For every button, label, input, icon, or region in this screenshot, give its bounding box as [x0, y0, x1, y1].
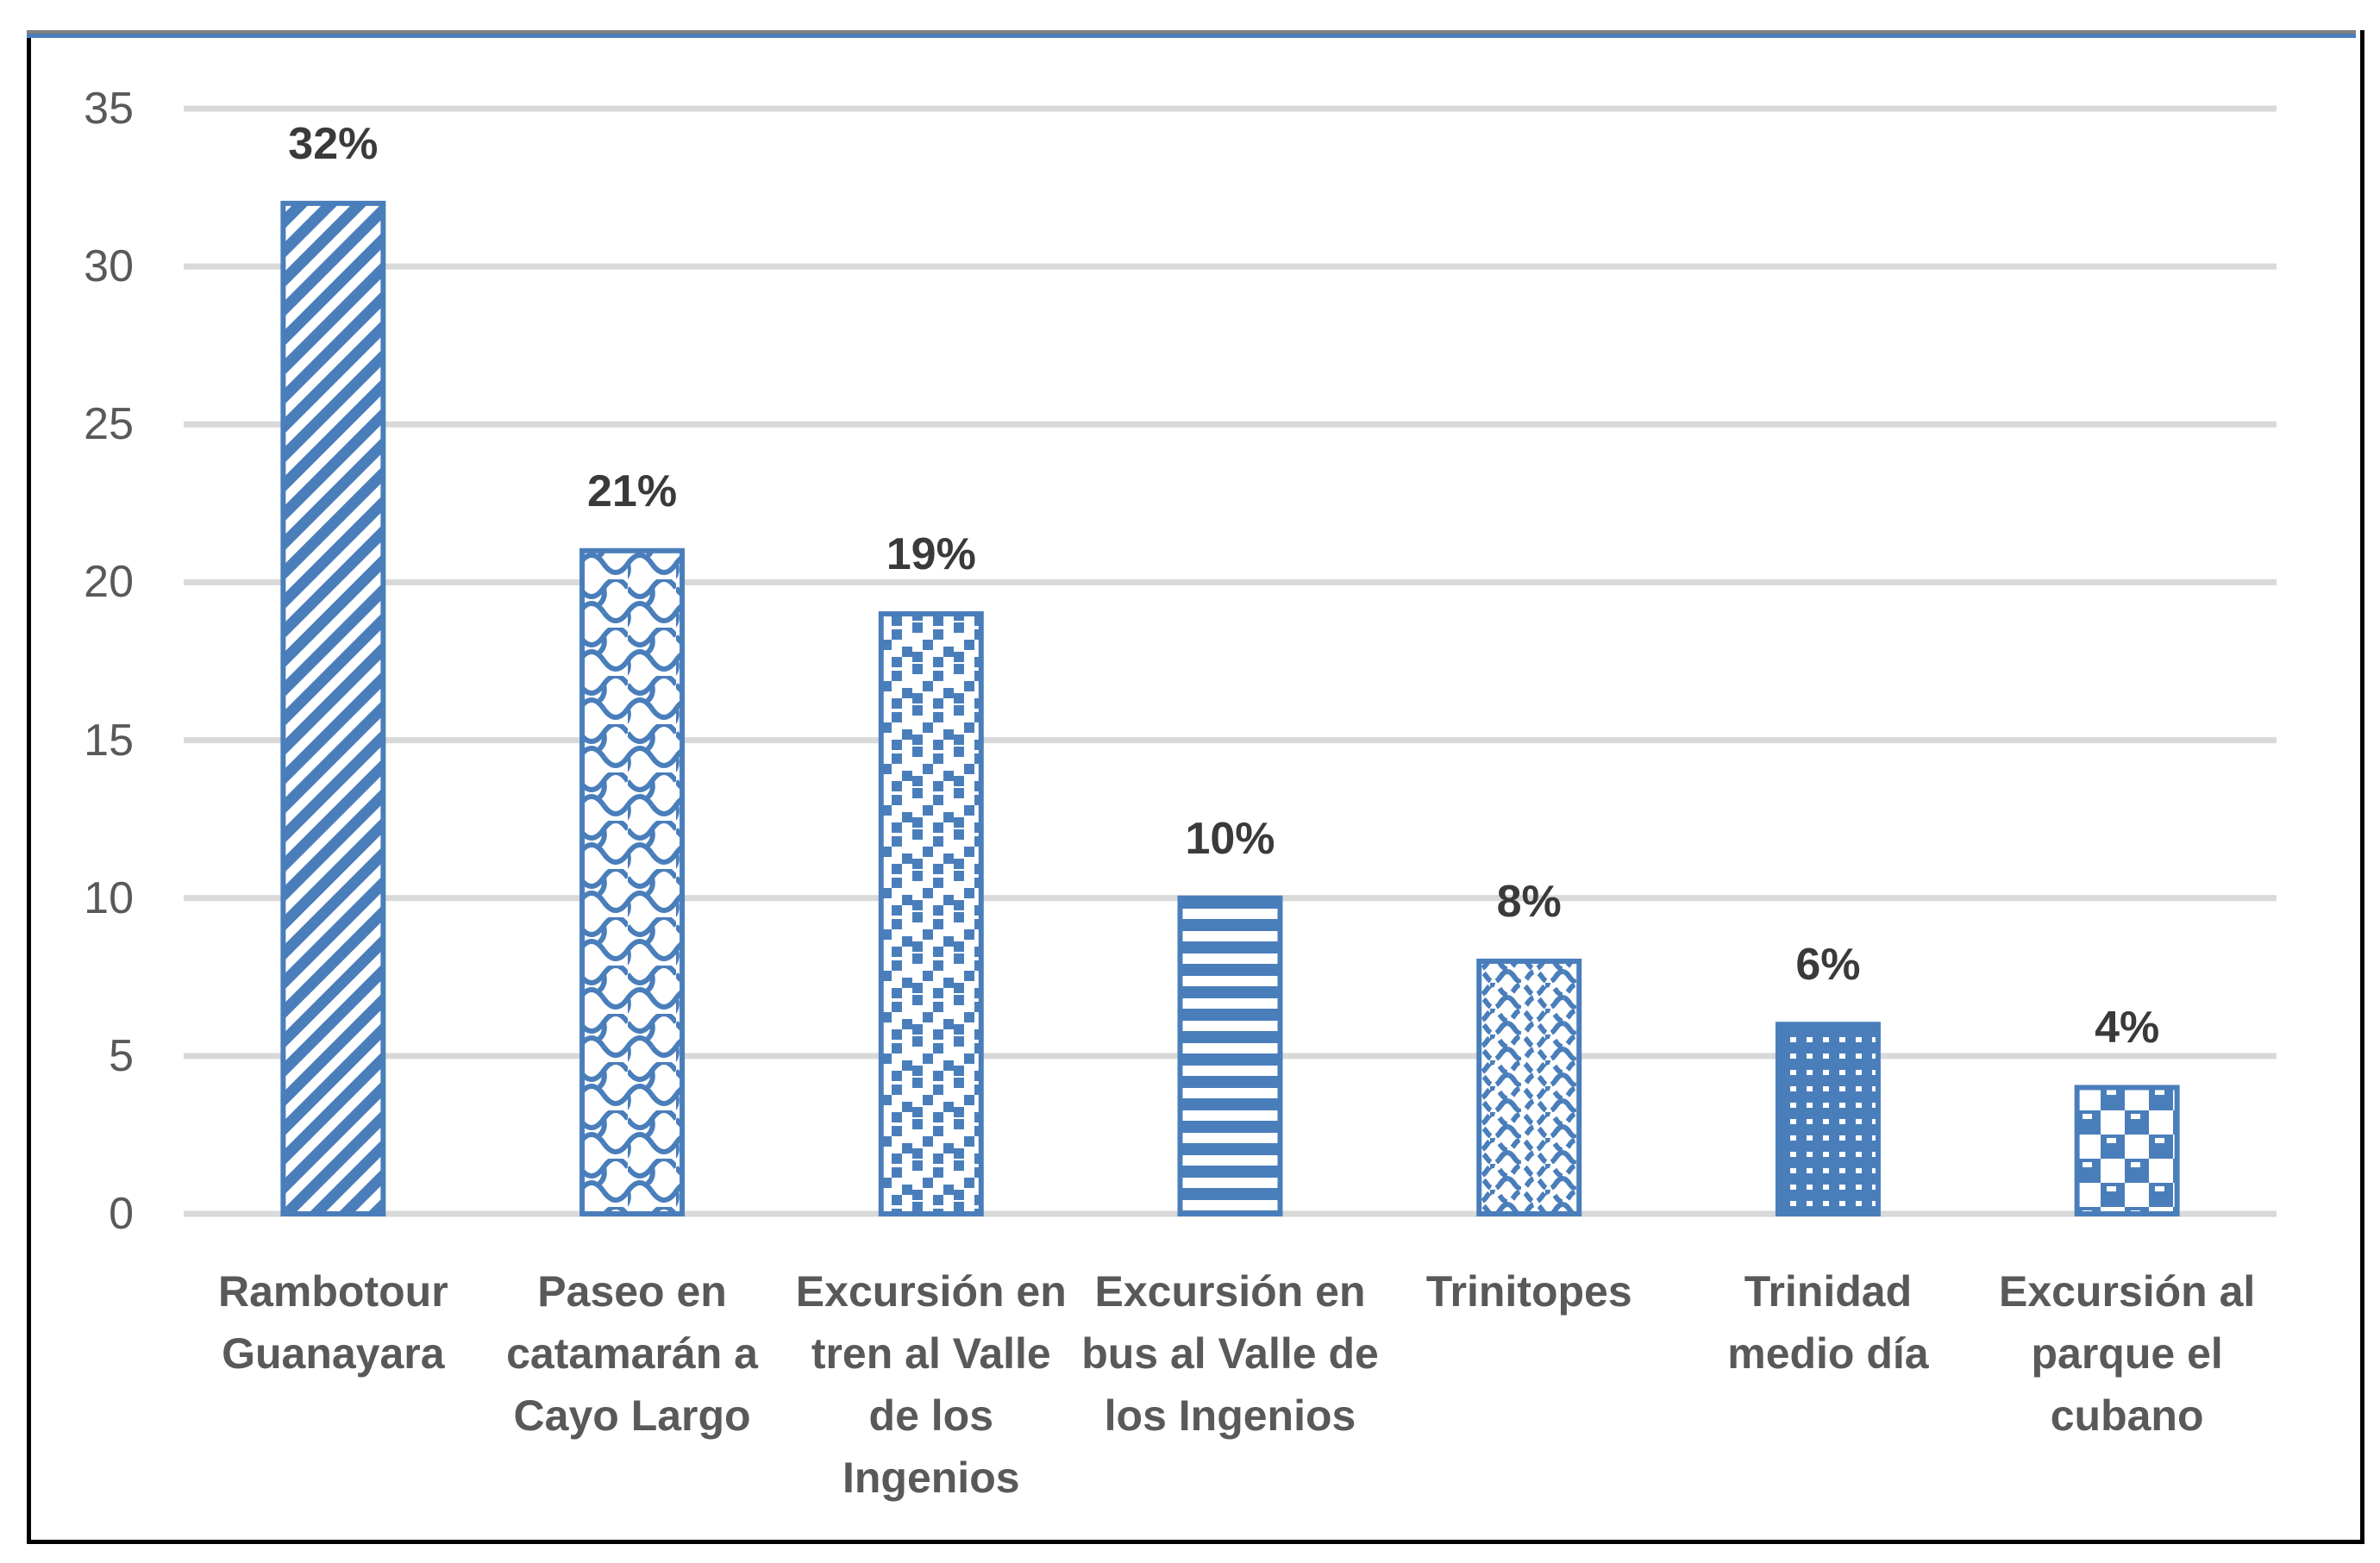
chart-top-border-gray	[27, 30, 2356, 34]
bar-2	[878, 611, 984, 1216]
data-label: 6%	[1795, 940, 1861, 991]
y-tick-label: 0	[109, 1189, 134, 1239]
category-label: Rambotour Guanayara	[218, 1267, 448, 1378]
chart-top-border-blue	[27, 34, 2356, 38]
y-tick-label: 25	[84, 399, 134, 450]
data-label: 19%	[886, 529, 976, 580]
y-tick-label: 35	[84, 84, 134, 134]
category-label: Trinitopes	[1425, 1267, 1632, 1316]
bar-0	[280, 200, 386, 1216]
category-label: Paseo en catamarán a Cayo Largo	[506, 1267, 758, 1440]
category-label: Excursión en bus al Valle de los Ingenio…	[1081, 1267, 1379, 1440]
y-tick-label: 15	[84, 715, 134, 766]
bar-6	[2074, 1085, 2180, 1216]
data-label: 4%	[2095, 1003, 2160, 1053]
data-label: 32%	[288, 118, 379, 169]
chart-frame	[27, 30, 2364, 1544]
bar-4	[1476, 958, 1582, 1216]
bar-3	[1177, 895, 1283, 1216]
bar-5	[1775, 1022, 1881, 1216]
category-label: Excursión en tren al Valle de los Ingeni…	[795, 1267, 1067, 1502]
y-tick-label: 10	[84, 872, 134, 923]
bar-1	[579, 547, 686, 1216]
y-tick-label: 20	[84, 557, 134, 608]
data-label: 8%	[1496, 876, 1562, 927]
data-label: 10%	[1185, 813, 1275, 864]
y-tick-label: 5	[109, 1030, 134, 1081]
data-label: 21%	[587, 466, 678, 516]
category-label: Excursión al parque el cubano	[1998, 1267, 2256, 1440]
category-label: Trinidad medio día	[1727, 1267, 1929, 1378]
y-tick-label: 30	[84, 241, 134, 292]
